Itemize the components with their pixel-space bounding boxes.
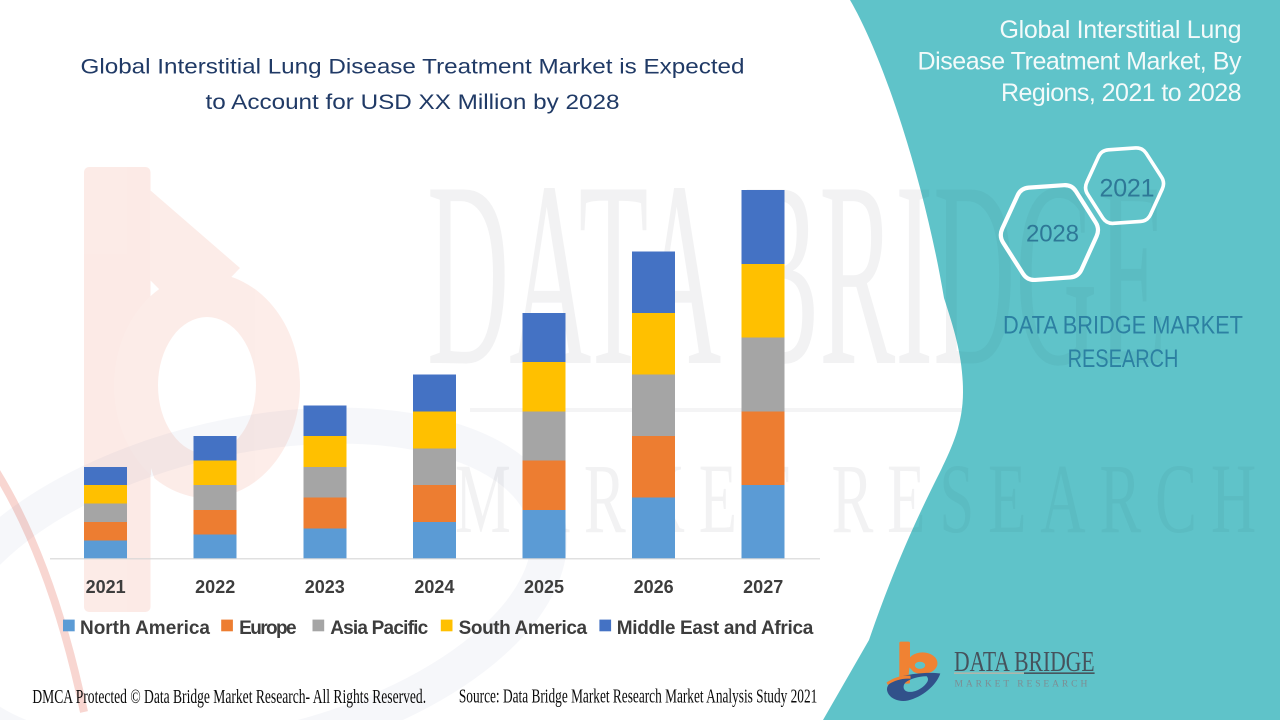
svg-text:Middle East and Africa: Middle East and Africa bbox=[617, 618, 814, 639]
svg-text:MARKET RESEARCH: MARKET RESEARCH bbox=[955, 680, 1092, 690]
svg-text:Global Interstitial Lung: Global Interstitial Lung bbox=[1000, 16, 1242, 44]
svg-text:2021: 2021 bbox=[86, 577, 126, 597]
svg-text:2022: 2022 bbox=[195, 577, 235, 597]
svg-text:to Account for USD XX Million: to Account for USD XX Million by 2028 bbox=[206, 90, 620, 114]
svg-text:RESEARCH: RESEARCH bbox=[1068, 345, 1179, 373]
svg-text:2027: 2027 bbox=[743, 577, 783, 597]
svg-text:South America: South America bbox=[459, 618, 588, 639]
svg-text:2021: 2021 bbox=[1100, 174, 1155, 202]
svg-text:Global Interstitial Lung Disea: Global Interstitial Lung Disease Treatme… bbox=[81, 54, 745, 78]
svg-text:DATA BRIDGE MARKET: DATA BRIDGE MARKET bbox=[1003, 311, 1243, 339]
svg-text:DMCA Protected © Data Bridge M: DMCA Protected © Data Bridge Market Rese… bbox=[32, 686, 426, 708]
svg-text:2024: 2024 bbox=[414, 577, 454, 597]
svg-text:Regions, 2021 to 2028: Regions, 2021 to 2028 bbox=[1001, 79, 1242, 107]
svg-text:Disease Treatment Market, By: Disease Treatment Market, By bbox=[918, 48, 1243, 76]
svg-text:North America: North America bbox=[80, 618, 210, 639]
svg-text:Source: Data Bridge Market Res: Source: Data Bridge Market Research Mark… bbox=[459, 685, 817, 707]
svg-text:2025: 2025 bbox=[524, 577, 564, 597]
svg-text:2023: 2023 bbox=[305, 577, 345, 597]
svg-text:Europe: Europe bbox=[239, 618, 297, 639]
svg-text:2028: 2028 bbox=[1026, 221, 1079, 248]
svg-text:Asia Pacific: Asia Pacific bbox=[330, 618, 428, 639]
svg-text:2026: 2026 bbox=[634, 577, 674, 597]
